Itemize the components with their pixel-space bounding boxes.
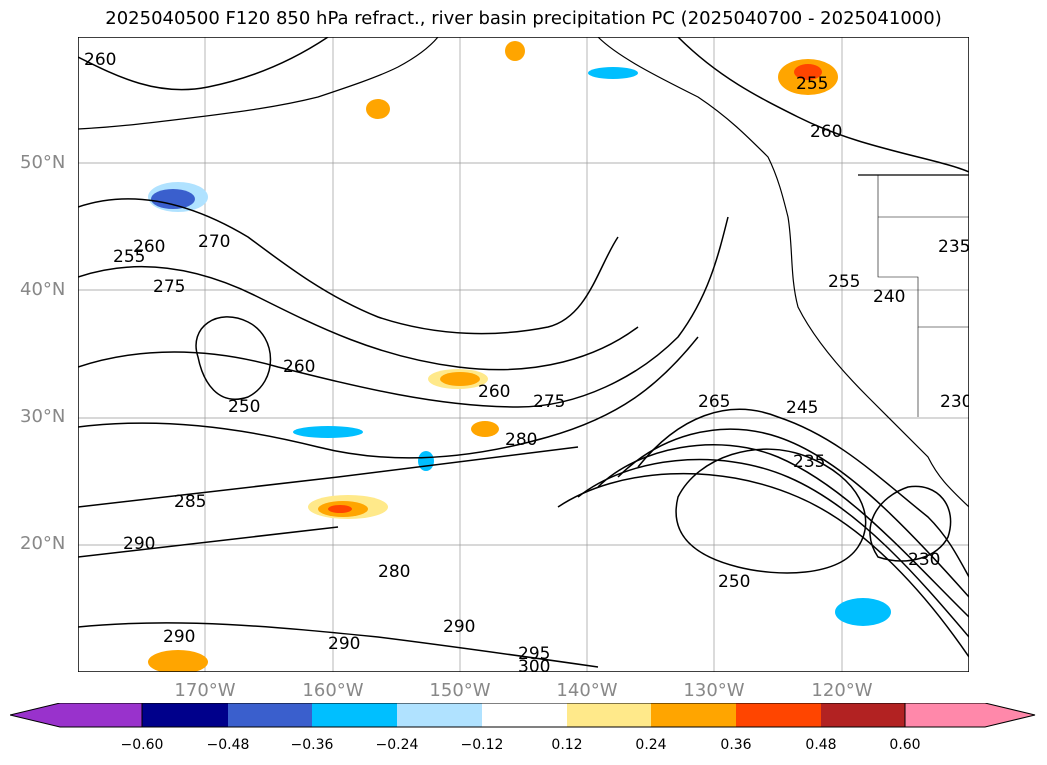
- contour-label: 235: [938, 237, 969, 257]
- lon-label-130w: 130°W: [683, 680, 745, 701]
- colorbar-tick: −0.24: [375, 737, 419, 753]
- lon-label-170w: 170°W: [174, 680, 236, 701]
- colorbar-segment: [651, 703, 736, 727]
- contour-label: 290: [328, 634, 360, 654]
- contour-label: 240: [873, 287, 905, 307]
- refractivity-contours: [78, 37, 969, 668]
- colorbar-segment: [482, 703, 567, 727]
- contour-label: 290: [123, 534, 155, 554]
- contour-label: 265: [698, 392, 730, 412]
- colorbar-tick: 0.36: [720, 737, 752, 753]
- contour-label: 270: [198, 232, 230, 252]
- colorbar-segment: [142, 703, 228, 727]
- lon-label-160w: 160°W: [302, 680, 364, 701]
- colorbar-tick: 0.24: [635, 737, 667, 753]
- contour-label: 295: [518, 644, 550, 664]
- colorbar-segment: [904, 703, 1036, 728]
- contour-label: 260: [283, 357, 315, 377]
- colorbar-tick: 0.12: [551, 737, 583, 753]
- chart-title: 2025040500 F120 850 hPa refract., river …: [105, 8, 942, 29]
- contour-label: 250: [718, 572, 750, 592]
- coastlines: [78, 37, 969, 508]
- colorbar-segment: [567, 703, 651, 727]
- contour-label: 255: [796, 74, 828, 94]
- lat-label-30n: 30°N: [20, 406, 66, 427]
- colorbar-segment: [397, 703, 482, 727]
- contour-label: 260: [133, 237, 165, 257]
- contour-label: 250: [228, 397, 260, 417]
- colorbar-tick: 0.60: [889, 737, 921, 753]
- contour-label: 230: [940, 392, 969, 412]
- contour-label: 230: [908, 550, 940, 570]
- contour-labels: 260 255 260 270 275 255 260 250 260 275 …: [84, 50, 969, 672]
- map-plot: 260 255 260 270 275 255 260 250 260 275 …: [78, 37, 969, 672]
- colorbar-tick: −0.48: [206, 737, 250, 753]
- precip-shading: [148, 41, 891, 672]
- colorbar-segment: [736, 703, 821, 727]
- contour-label: 260: [84, 50, 116, 70]
- colorbar: [10, 703, 1036, 728]
- colorbar-tick: 0.48: [805, 737, 837, 753]
- lon-label-140w: 140°W: [556, 680, 618, 701]
- lat-label-40n: 40°N: [20, 279, 66, 300]
- contour-label: 280: [505, 430, 537, 450]
- lat-label-20n: 20°N: [20, 533, 66, 554]
- colorbar-segment: [312, 703, 397, 727]
- colorbar-tick: −0.36: [290, 737, 334, 753]
- contour-label: 260: [810, 122, 842, 142]
- contour-label: 290: [443, 617, 475, 637]
- contour-label: 255: [113, 247, 145, 267]
- contour-label: 275: [153, 277, 185, 297]
- contour-label: 290: [163, 627, 195, 647]
- lon-label-150w: 150°W: [429, 680, 491, 701]
- colorbar-tick: −0.12: [460, 737, 504, 753]
- gridlines: [78, 37, 969, 672]
- colorbar-segment: [10, 703, 143, 728]
- contour-label: 255: [828, 272, 860, 292]
- contour-label: 275: [533, 392, 565, 412]
- lon-label-120w: 120°W: [811, 680, 873, 701]
- contour-label: 235: [793, 452, 825, 472]
- colorbar-segment: [228, 703, 312, 727]
- contour-label: 280: [378, 562, 410, 582]
- colorbar-segment: [821, 703, 905, 727]
- contour-label: 300: [518, 657, 550, 672]
- contour-label: 245: [786, 398, 818, 418]
- contour-label: 260: [478, 382, 510, 402]
- colorbar-tick: −0.60: [120, 737, 164, 753]
- contour-label: 285: [174, 492, 206, 512]
- lat-label-50n: 50°N: [20, 152, 66, 173]
